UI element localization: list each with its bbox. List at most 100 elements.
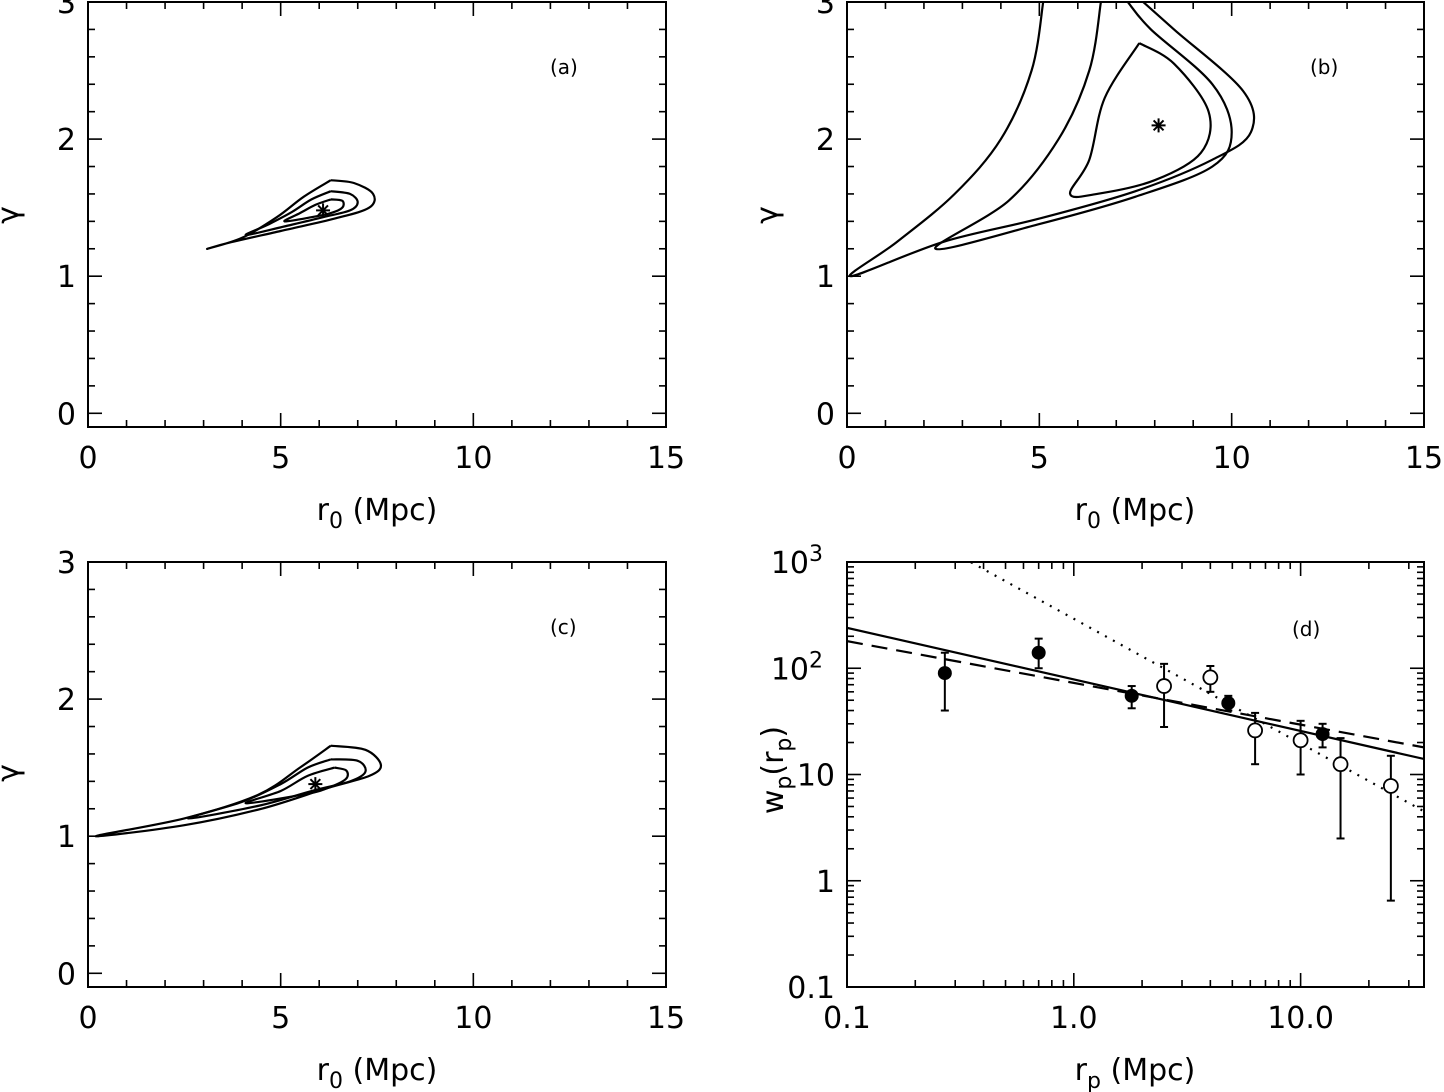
y-tick-label: 0 <box>57 957 76 992</box>
x-tick-label: 0 <box>78 441 97 476</box>
x-tick-label: 10 <box>454 441 492 476</box>
panel-b-xlabel: r0 (Mpc) <box>1075 493 1196 534</box>
contour-level-2 <box>187 758 367 820</box>
x-tick-label: 5 <box>1030 441 1049 476</box>
filled-data-point <box>1031 637 1046 670</box>
open-data-point <box>1202 664 1219 693</box>
panel-c-ylabel: γ <box>0 764 26 782</box>
dotted-fit-line <box>968 562 1424 813</box>
asterisk-stroke <box>1152 119 1165 132</box>
filled-circle <box>1221 696 1236 711</box>
filled-circle <box>937 666 952 681</box>
y-tick-label: 1 <box>57 820 76 855</box>
best-fit-asterisk <box>1151 118 1166 133</box>
panel-a-contours <box>205 179 376 251</box>
panel-c-frame <box>87 561 667 988</box>
y-tick-label: 2 <box>57 123 76 158</box>
x-tick-label: 15 <box>647 441 685 476</box>
y-tick-label: 0 <box>816 397 835 432</box>
y-tick-label: 1 <box>57 260 76 295</box>
filled-data-point <box>1315 722 1330 749</box>
panel-a-frame <box>87 1 667 428</box>
best-fit-asterisk <box>316 203 331 218</box>
y-tick-label: 2 <box>57 683 76 718</box>
panel-d-frame <box>846 561 1425 988</box>
y-tick-label: 2 <box>816 123 835 158</box>
x-tick-label: 0.1 <box>823 1001 871 1036</box>
panel-d-points <box>937 637 1399 902</box>
open-circle <box>1202 669 1219 686</box>
contour-level-3 <box>1069 42 1212 199</box>
open-circle <box>1382 778 1399 794</box>
panel-d-lines <box>847 562 1424 813</box>
panel-b-ticks: 0 5 10 15 0 1 2 3 <box>816 0 1443 476</box>
y-tick-label: 0.1 <box>787 971 835 1006</box>
contour-level-3 <box>283 198 345 223</box>
panel-d-xlabel: rp (Mpc) <box>1075 1053 1196 1092</box>
y-tick-label: 3 <box>57 546 76 581</box>
x-tick-label: 15 <box>1405 441 1443 476</box>
y-tick-label: 1 <box>816 865 835 900</box>
y-tick-label: 0 <box>57 397 76 432</box>
y-tick-label: 3 <box>57 0 76 21</box>
y-tick-label: 3 <box>816 0 835 21</box>
panel-c-contours <box>94 744 383 838</box>
asterisk-stroke <box>317 204 329 217</box>
panel-a-xlabel: r0 (Mpc) <box>317 493 438 534</box>
panel-b-frame <box>846 1 1425 428</box>
x-tick-label: 10 <box>1213 441 1251 476</box>
panel-c-xlabel: r0 (Mpc) <box>317 1053 438 1092</box>
x-tick-label: 5 <box>271 441 290 476</box>
panel-d-ticks: 0.1 1.0 10.0 0.1 1 10 102 103 <box>771 542 1424 1036</box>
open-circle <box>1247 722 1263 739</box>
x-tick-label: 0 <box>837 441 856 476</box>
panel-a-best-fit <box>316 203 331 218</box>
x-tick-label: 10 <box>454 1001 492 1036</box>
open-data-point <box>1156 662 1172 728</box>
panel-b-contours <box>848 2 1256 278</box>
contour-level-3 <box>244 766 349 805</box>
filled-data-point <box>937 651 952 712</box>
panel-b: (b) 0 5 10 15 0 1 2 3 γ r0 (Mpc) <box>750 0 1443 534</box>
panel-b-label: (b) <box>1310 55 1338 79</box>
x-tick-label: 0 <box>78 1001 97 1036</box>
best-fit-asterisk <box>308 777 323 792</box>
open-circle <box>1332 756 1349 773</box>
panel-b-ylabel: γ <box>750 206 785 224</box>
x-tick-label: 5 <box>271 1001 290 1036</box>
contour-level-1 <box>205 179 376 251</box>
open-data-point <box>1332 737 1349 840</box>
filled-circle <box>1315 727 1330 742</box>
contour-level-1 <box>848 2 1256 278</box>
y-tick-label: 10 <box>797 759 835 794</box>
filled-circle <box>1031 645 1046 660</box>
open-data-point <box>1382 754 1399 902</box>
y-tick-label: 1 <box>816 260 835 295</box>
contour-level-2 <box>244 190 359 237</box>
panel-c-best-fit <box>308 777 323 792</box>
x-tick-label: 10.0 <box>1267 1001 1334 1036</box>
panel-a-ylabel: γ <box>0 206 26 224</box>
filled-circle <box>1124 688 1139 703</box>
y-tick-label: 103 <box>771 542 823 581</box>
x-tick-label: 15 <box>647 1001 685 1036</box>
panel-c-ticks: 0 5 10 15 0 1 2 3 <box>57 546 685 1036</box>
x-tick-label: 1.0 <box>1050 1001 1098 1036</box>
open-circle <box>1292 732 1309 749</box>
panel-c: (c) 0 5 10 15 0 1 2 3 γ r0 (Mpc) <box>0 546 685 1092</box>
panel-d-label: (d) <box>1292 617 1320 641</box>
panel-d-ylabel: wp(rp) <box>756 726 797 814</box>
panel-b-best-fit <box>1151 118 1166 133</box>
filled-data-point <box>1124 685 1139 710</box>
panel-a-ticks: 0 5 10 15 0 1 2 3 <box>57 0 685 476</box>
panel-d: (d) 0.1 1.0 10.0 0.1 1 10 102 103 wp(rp) rp (Mp… <box>756 542 1425 1092</box>
open-circle <box>1156 678 1172 694</box>
filled-data-point <box>1221 694 1236 712</box>
asterisk-stroke <box>309 778 322 790</box>
panel-a-label: (a) <box>550 55 578 79</box>
panel-c-label: (c) <box>550 615 577 639</box>
y-tick-label: 102 <box>771 648 823 687</box>
open-data-point <box>1292 719 1309 776</box>
panel-a: (a) 0 5 10 15 0 1 2 3 γ r0 (Mpc) <box>0 0 685 534</box>
